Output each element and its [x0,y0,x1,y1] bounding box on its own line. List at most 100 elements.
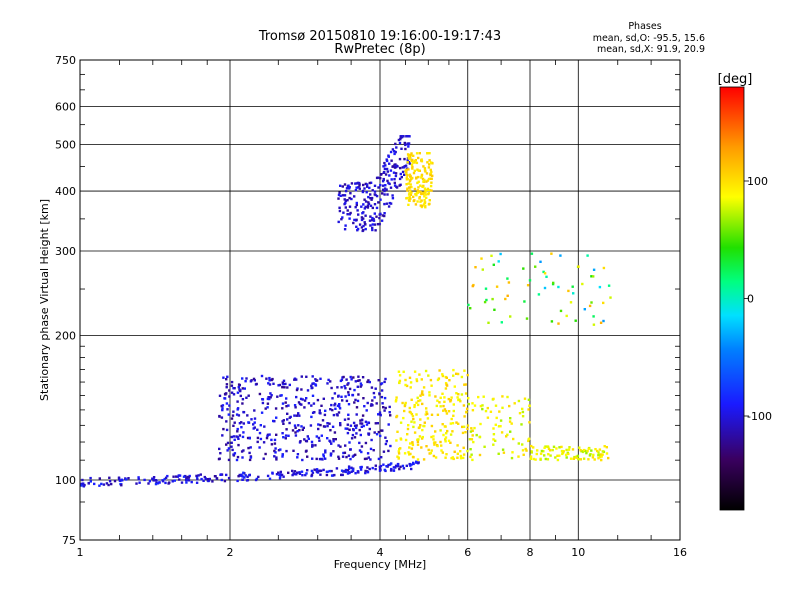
data-point [275,473,279,476]
data-point [300,470,304,473]
data-point [361,414,365,417]
data-point [535,452,538,456]
data-point [471,409,475,412]
data-point [355,406,359,409]
data-point [444,387,448,390]
data-point [314,384,318,387]
data-point [285,405,288,408]
data-point [226,449,229,452]
data-point [401,464,405,468]
data-point [596,449,599,453]
data-point [428,391,431,394]
data-point [89,476,92,480]
data-point [484,287,488,290]
data-point [378,413,382,416]
data-point [407,182,410,185]
data-point [487,321,490,324]
data-point [310,386,313,390]
data-point [396,430,399,433]
data-point [407,199,411,202]
data-point [436,413,440,416]
data-point [481,268,484,271]
data-point [164,476,168,479]
data-point [383,170,386,174]
data-point [497,425,501,428]
data-point [207,479,210,482]
data-point [430,384,433,387]
data-point [354,206,357,209]
data-point [406,427,410,431]
data-point [392,466,396,469]
data-point [287,404,290,407]
data-point [346,427,349,430]
data-point [345,455,348,459]
data-point [182,475,186,478]
data-point [238,434,242,437]
data-point [366,206,370,209]
data-point [551,448,554,452]
data-point [358,449,362,452]
data-point [383,214,386,218]
data-point [532,446,535,449]
data-point [412,154,415,157]
data-point [329,454,333,457]
data-point [297,424,300,427]
data-point [346,383,349,386]
data-point [455,392,458,395]
data-point [422,458,426,461]
data-point [601,450,604,453]
data-point [407,157,410,160]
data-point [404,164,408,167]
data-point [559,309,563,313]
data-point [413,169,416,172]
data-point [462,446,465,449]
data-point [347,184,350,187]
data-point [420,446,423,449]
data-point [171,480,174,483]
data-point [506,294,509,297]
data-point [507,281,511,284]
data-point [388,201,391,205]
data-point [601,453,604,456]
data-point [281,420,284,423]
data-point [333,431,337,434]
data-point [550,252,553,255]
data-point [398,141,402,145]
data-point [504,297,507,301]
data-point [385,159,389,163]
data-point [324,451,327,454]
data-point [257,475,260,479]
data-point [284,434,288,437]
data-point [225,473,228,477]
data-point [338,209,342,213]
data-point [321,419,325,422]
data-point [351,433,355,437]
data-point [467,303,470,307]
x-tick-label: 4 [377,546,384,559]
data-point [394,142,397,146]
data-point [377,201,380,204]
data-point [330,469,333,473]
data-point [248,451,251,455]
colorbar [719,86,745,511]
data-point [374,193,377,197]
data-point [378,393,381,396]
data-point [285,397,288,400]
data-point [556,458,560,462]
data-point [394,174,398,178]
data-point [437,377,441,380]
data-point [268,383,272,386]
data-point [512,437,515,441]
data-point [522,453,525,456]
data-point [232,393,236,396]
data-point [422,180,425,183]
data-point [449,400,452,403]
data-point [340,378,344,382]
data-point [588,304,592,308]
data-point [241,398,245,401]
data-point [399,465,402,468]
data-point [339,422,342,425]
data-point [305,472,308,475]
data-point [262,457,265,460]
data-point [319,377,322,380]
